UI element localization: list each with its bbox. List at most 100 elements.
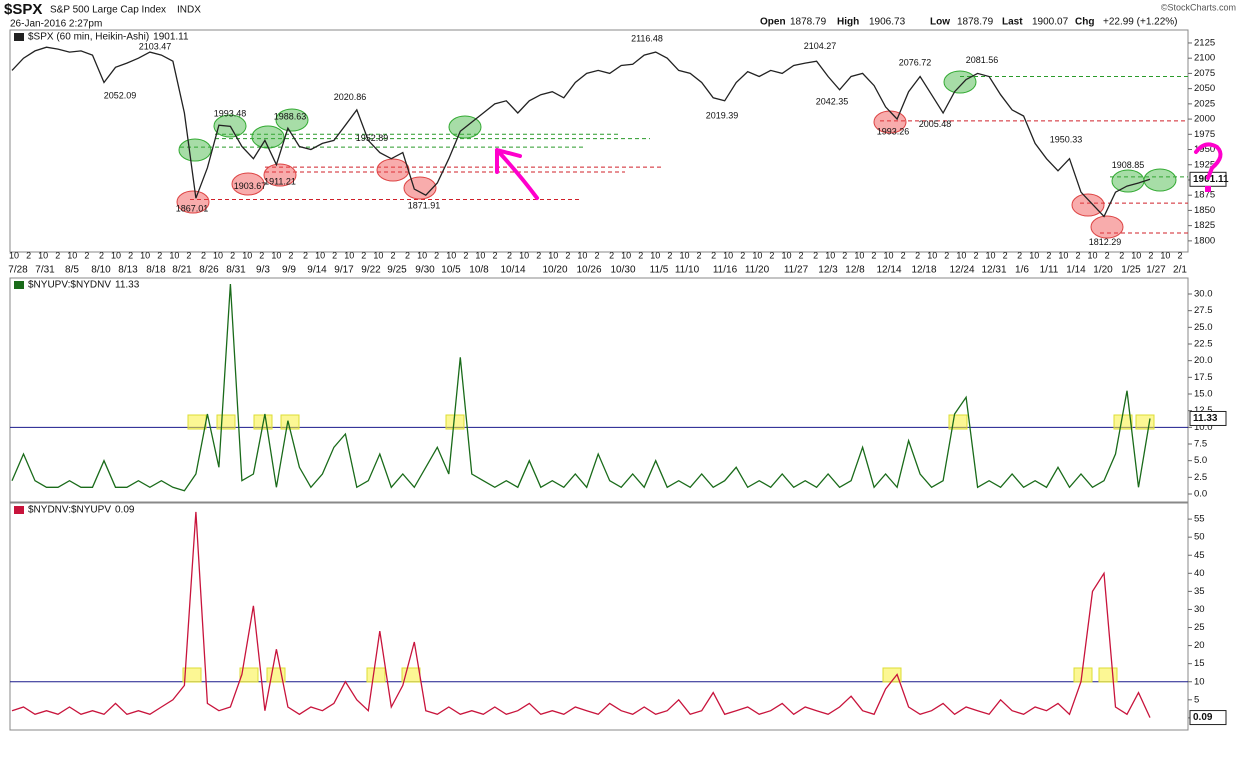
quote-value: +22.99 (+1.22%) xyxy=(1103,17,1178,28)
yellow-square xyxy=(216,414,236,430)
datetime: 26-Jan-2016 2:27pm xyxy=(10,19,102,30)
x-date-label: 12/18 xyxy=(911,265,936,276)
quote-value: 1906.73 xyxy=(869,17,906,28)
quote-value: 1878.79 xyxy=(957,17,994,28)
x-date-label: 12/31 xyxy=(981,265,1006,276)
x-hour-label: 10 xyxy=(927,250,937,260)
x-date-label: 9/9 xyxy=(282,265,296,276)
price-annotation: 1988.63 xyxy=(274,111,307,121)
red-circle xyxy=(376,158,410,182)
x-hour-label: 10 xyxy=(825,250,835,260)
x-hour-label: 10 xyxy=(1131,250,1141,260)
y-tick-label: 17.5 xyxy=(1194,372,1213,383)
x-hour-label: 10 xyxy=(446,250,456,260)
x-hour-label: 10 xyxy=(1160,250,1170,260)
yellow-square xyxy=(1098,667,1118,683)
quote-label: Chg xyxy=(1075,17,1094,28)
x-hour-label: 2 xyxy=(594,250,599,260)
x-date-label: 11/20 xyxy=(745,265,770,276)
y-tick-label: 2075 xyxy=(1194,68,1215,79)
x-date-label: 9/22 xyxy=(361,265,381,276)
y-tick-label: 1950 xyxy=(1194,144,1215,155)
x-hour-label: 2 xyxy=(1148,250,1153,260)
magenta-dot xyxy=(1205,186,1211,192)
green-circle xyxy=(943,70,977,94)
red-circle xyxy=(1090,215,1124,239)
magenta-question xyxy=(1194,142,1223,180)
yellow-square xyxy=(182,667,202,683)
x-hour-label: 10 xyxy=(344,250,354,260)
series-line xyxy=(11,46,1151,218)
y-tick-label: 10.0 xyxy=(1194,422,1213,433)
x-hour-label: 10 xyxy=(1029,250,1039,260)
x-hour-label: 2 xyxy=(128,250,133,260)
x-hour-label: 2 xyxy=(332,250,337,260)
price-annotation: 1867.01 xyxy=(176,203,209,213)
price-annotation: 2052.09 xyxy=(104,91,137,101)
x-hour-label: 2 xyxy=(1075,250,1080,260)
x-hour-label: 10 xyxy=(140,250,150,260)
y-tick-label: 12.5 xyxy=(1194,405,1213,416)
green-circle xyxy=(178,138,212,162)
x-hour-label: 10 xyxy=(373,250,383,260)
price-annotation: 2104.27 xyxy=(804,41,837,51)
price-annotation: 2116.48 xyxy=(631,34,663,44)
x-date-label: 10/20 xyxy=(542,265,567,276)
exchange: INDX xyxy=(177,5,201,16)
last-value-label: 11.33 xyxy=(1193,413,1218,424)
x-hour-label: 2 xyxy=(667,250,672,260)
price-annotation: 2081.56 xyxy=(966,55,999,65)
x-hour-label: 10 xyxy=(9,250,19,260)
x-hour-label: 2 xyxy=(26,250,31,260)
legend-swatch xyxy=(14,281,24,289)
y-tick-label: 30.0 xyxy=(1194,289,1213,300)
x-date-label: 1/20 xyxy=(1093,265,1113,276)
panel-title-last: 11.33 xyxy=(115,280,140,291)
x-hour-label: 10 xyxy=(650,250,660,260)
x-hour-label: 2 xyxy=(740,250,745,260)
x-hour-label: 2 xyxy=(769,250,774,260)
x-hour-label: 10 xyxy=(577,250,587,260)
x-hour-label: 2 xyxy=(638,250,643,260)
y-tick-label: 2125 xyxy=(1194,37,1215,48)
x-date-label: 9/25 xyxy=(387,265,407,276)
x-date-label: 11/5 xyxy=(650,265,669,276)
x-hour-label: 10 xyxy=(169,250,179,260)
x-hour-label: 10 xyxy=(723,250,733,260)
x-date-label: 9/17 xyxy=(334,265,354,276)
y-tick-label: 50 xyxy=(1194,532,1205,543)
x-hour-label: 10 xyxy=(475,250,485,260)
x-date-label: 8/21 xyxy=(172,265,192,276)
x-date-label: 10/26 xyxy=(576,265,601,276)
x-hour-label: 2 xyxy=(1046,250,1051,260)
x-hour-label: 10 xyxy=(242,250,252,260)
quote-value: 1878.79 xyxy=(790,17,827,28)
last-value-label: 1901.11 xyxy=(1193,174,1229,185)
panel-frame xyxy=(9,277,1189,503)
x-hour-label: 2 xyxy=(230,250,235,260)
x-date-label: 11/27 xyxy=(784,265,809,276)
price-annotation: 1993.48 xyxy=(214,108,247,118)
y-tick-label: 2025 xyxy=(1194,98,1215,109)
price-annotation: 1903.67 xyxy=(234,181,267,191)
x-date-label: 12/24 xyxy=(949,265,974,276)
symbol: $SPX xyxy=(4,1,42,18)
x-date-label: 1/14 xyxy=(1066,265,1086,276)
x-hour-label: 2 xyxy=(288,250,293,260)
price-annotation: 2042.35 xyxy=(816,97,849,107)
x-hour-label: 2 xyxy=(842,250,847,260)
x-hour-label: 2 xyxy=(565,250,570,260)
price-annotation: 2020.86 xyxy=(334,92,367,102)
legend-swatch xyxy=(14,506,24,514)
y-tick-label: 10 xyxy=(1194,676,1205,687)
copyright: ©StockCharts.com xyxy=(1161,2,1236,12)
x-hour-label: 2 xyxy=(1105,250,1110,260)
x-hour-label: 10 xyxy=(315,250,325,260)
x-hour-label: 10 xyxy=(38,250,48,260)
x-hour-label: 2 xyxy=(1017,250,1022,260)
x-hour-label: 2 xyxy=(609,250,614,260)
x-date-label: 11/16 xyxy=(713,265,738,276)
x-hour-label: 2 xyxy=(434,250,439,260)
x-hour-label: 10 xyxy=(548,250,558,260)
